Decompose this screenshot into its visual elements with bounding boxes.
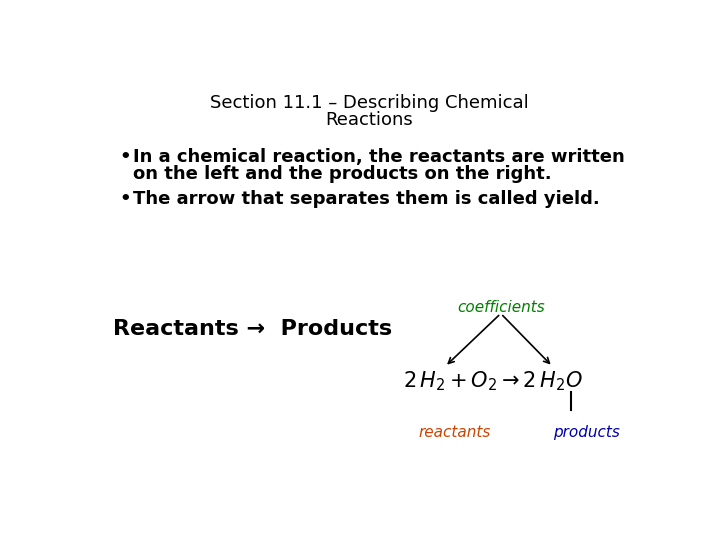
Text: •: •: [120, 190, 131, 207]
Text: on the left and the products on the right.: on the left and the products on the righ…: [132, 165, 552, 183]
Text: products: products: [552, 425, 619, 440]
Text: $2\,H_2 + O_2 \rightarrow 2\,H_2O$: $2\,H_2 + O_2 \rightarrow 2\,H_2O$: [403, 369, 583, 393]
Text: In a chemical reaction, the reactants are written: In a chemical reaction, the reactants ar…: [132, 148, 624, 166]
Text: reactants: reactants: [418, 425, 490, 440]
Text: Section 11.1 – Describing Chemical: Section 11.1 – Describing Chemical: [210, 94, 528, 112]
Text: The arrow that separates them is called yield.: The arrow that separates them is called …: [132, 190, 599, 207]
Text: Reactions: Reactions: [325, 111, 413, 129]
Text: Reactants →  Products: Reactants → Products: [113, 319, 392, 339]
Text: •: •: [120, 148, 131, 166]
Text: coefficients: coefficients: [457, 300, 544, 315]
